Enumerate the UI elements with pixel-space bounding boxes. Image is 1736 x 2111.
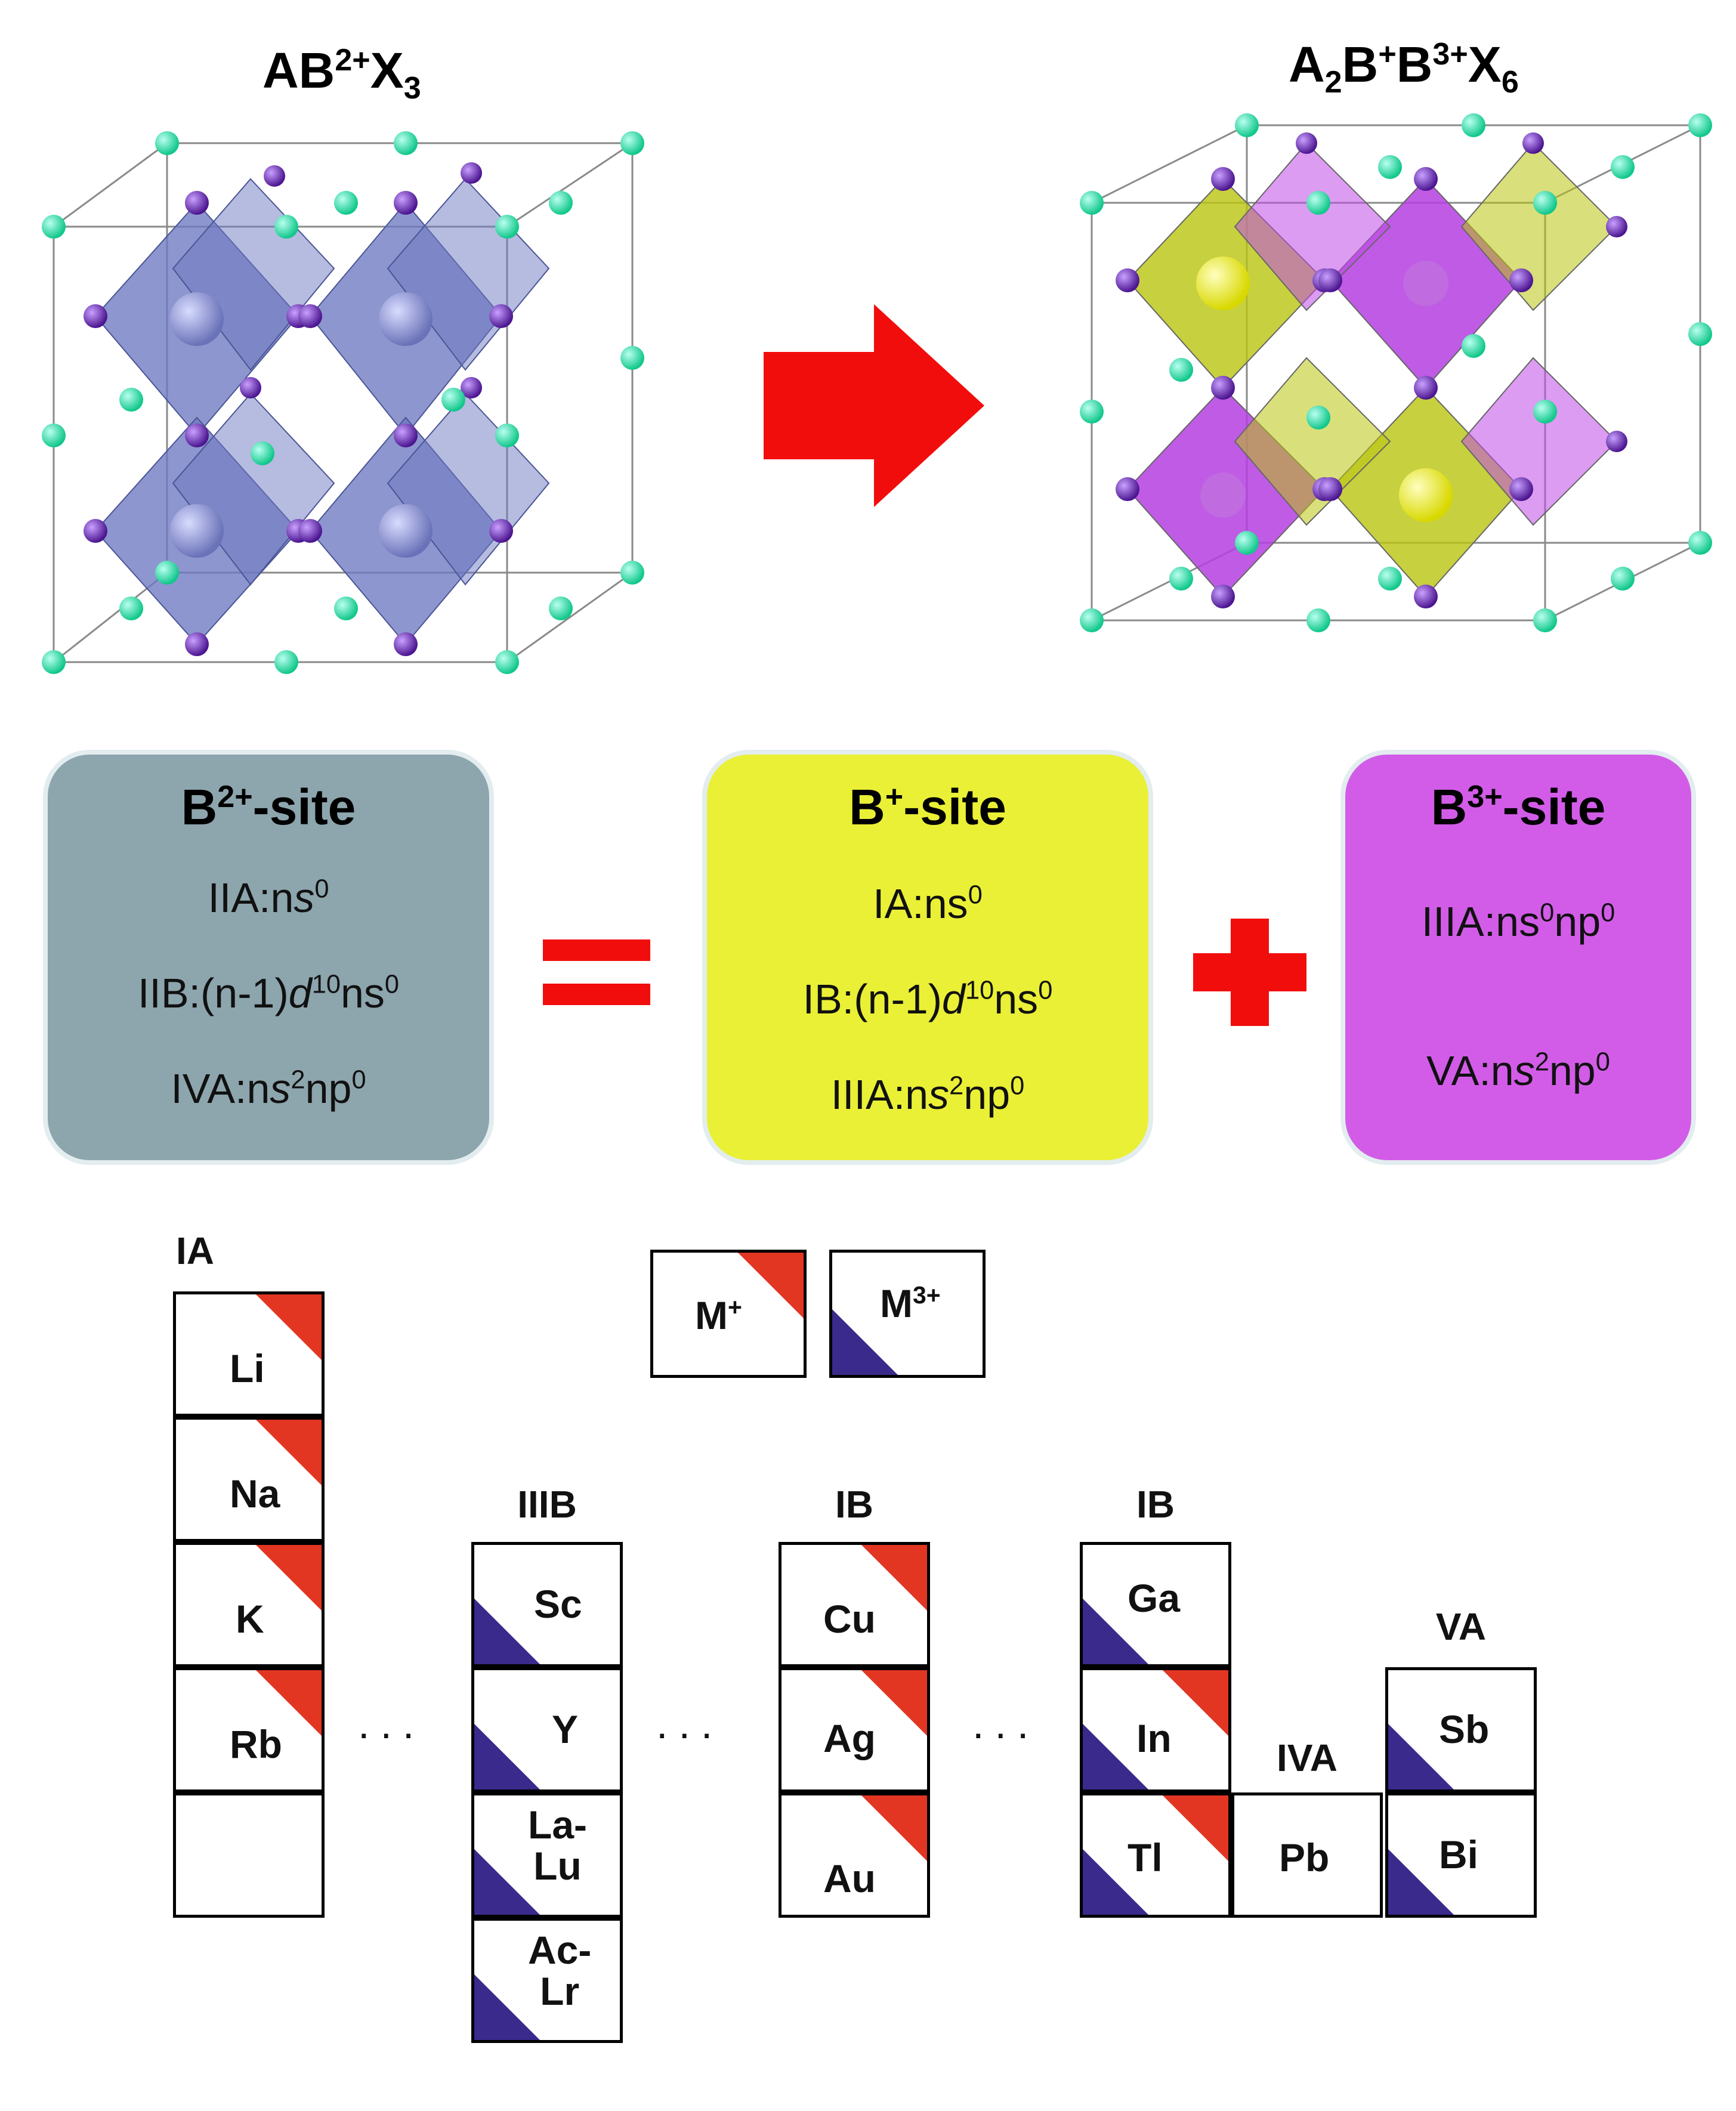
b1-line-ib: IB:(n-1)d10ns0 [802, 976, 1053, 1022]
b2-site-title: B2+-site [181, 779, 356, 835]
element-au: Au [779, 1792, 930, 1918]
ellipsis-2: ... [656, 1701, 724, 1747]
b1-site-box: B+-site IA:ns0 IB:(n-1)d10ns0 IIIA:ns2np… [707, 755, 1148, 1160]
plus-sign [1193, 919, 1306, 1026]
element-pb: Pb [1231, 1792, 1383, 1918]
b2-line-iib: IIB:(n-1)d10ns0 [137, 970, 400, 1016]
b1-line-ia: IA:ns0 [873, 880, 983, 927]
ellipsis-3: ... [972, 1701, 1040, 1747]
red-arrow [764, 304, 984, 507]
element-la-lu: La- Lu [471, 1792, 623, 1918]
left-formula: AB2+X3 [262, 42, 421, 106]
b3-line-va: VA:ns2np0 [1426, 1047, 1610, 1094]
group-label-ib-2: IB [1136, 1483, 1175, 1526]
group-label-va: VA [1435, 1605, 1487, 1648]
ellipsis-1: ... [358, 1701, 425, 1747]
element-ac-lr: Ac- Lr [471, 1918, 623, 2043]
element-ag: Ag [779, 1667, 930, 1792]
group-label-ia: IA [176, 1229, 214, 1272]
element-na: Na [173, 1417, 325, 1542]
double-perovskite-structure-right [1080, 113, 1712, 632]
equals-sign [543, 939, 650, 1005]
legend-m3-plus-label: M3+ [880, 1281, 941, 1325]
element-li: Li [173, 1291, 325, 1417]
b3-line-iiia: IIIA:ns0np0 [1421, 898, 1615, 945]
element-rb: Rb [173, 1667, 325, 1792]
element-sc: Sc [471, 1542, 623, 1667]
b1-site-title: B+-site [849, 779, 1006, 835]
b2-site-box: B2+-site IIA:ns0 IIB:(n-1)d10ns0 IVA:ns2… [48, 755, 489, 1160]
b2-line-iva: IVA:ns2np0 [171, 1065, 366, 1112]
element-k: K [173, 1542, 325, 1667]
b3-site-box: B3+-site IIIA:ns0np0 VA:ns2np0 [1345, 755, 1691, 1160]
legend-m-plus: M+ [650, 1250, 807, 1378]
legend-m-plus-label: M+ [695, 1293, 742, 1337]
legend-m3-plus: M3+ [829, 1250, 986, 1378]
element-y: Y [471, 1667, 623, 1792]
element-cu: Cu [779, 1542, 930, 1667]
element-sb: Sb [1385, 1667, 1537, 1792]
b2-line-iia: IIA:ns0 [208, 874, 329, 921]
right-formula: A2B+B3+X6 [1289, 36, 1519, 100]
b1-line-iiia: IIIA:ns2np0 [830, 1071, 1025, 1118]
perovskite-structure-left [42, 131, 644, 674]
group-label-ib: IB [835, 1483, 873, 1526]
element-bi: Bi [1385, 1792, 1537, 1918]
element-in: In [1080, 1667, 1231, 1792]
b3-site-title: B3+-site [1431, 779, 1606, 835]
element-ga: Ga [1080, 1542, 1231, 1667]
group-label-iiib: IIIB [517, 1483, 577, 1526]
element-tl: Tl [1080, 1792, 1231, 1918]
element-empty [173, 1792, 325, 1918]
group-label-iva: IVA [1277, 1736, 1337, 1779]
